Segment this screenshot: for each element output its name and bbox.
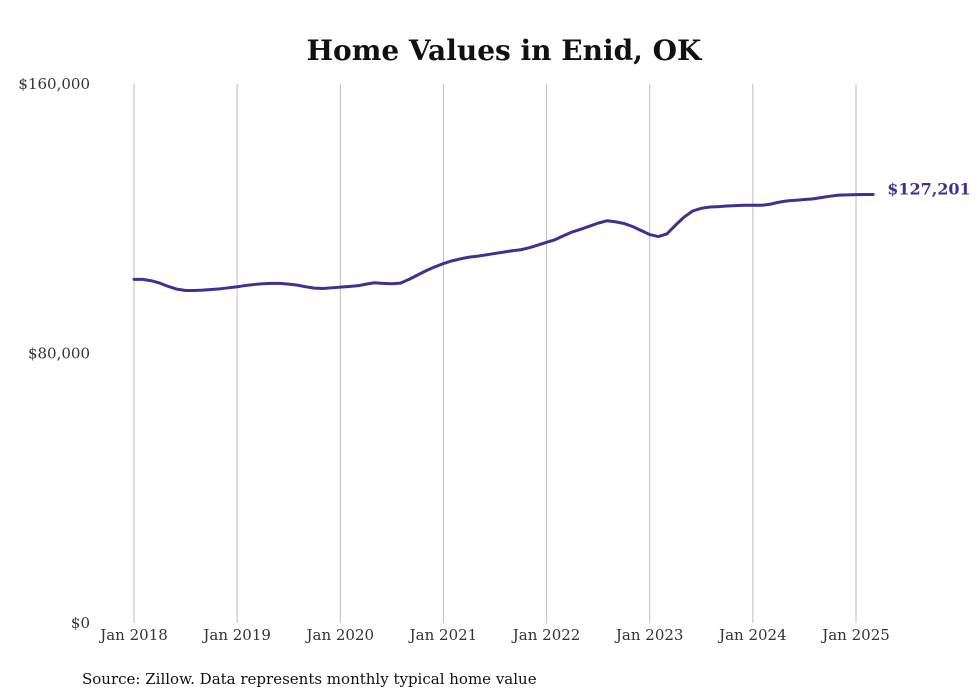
chart-title: Home Values in Enid, OK — [307, 34, 703, 67]
x-axis-ticks: Jan 2018 Jan 2019 Jan 2020 Jan 2021 Jan 2022… — [98, 626, 890, 644]
x-tick-label: Jan 2020 — [305, 626, 375, 644]
series-line-home-value — [132, 192, 875, 292]
x-tick-label: Jan 2022 — [511, 626, 581, 644]
x-tick-label: Jan 2023 — [614, 626, 684, 644]
source-note: Source: Zillow. Data represents monthly … — [82, 670, 537, 688]
y-tick-label: $80,000 — [28, 345, 90, 363]
x-tick-label: Jan 2018 — [98, 626, 168, 644]
x-tick-label: Jan 2024 — [717, 626, 787, 644]
grid-lines — [133, 84, 857, 623]
y-axis-ticks: $0 $80,000 $160,000 — [18, 75, 90, 632]
x-tick-label: Jan 2025 — [820, 626, 890, 644]
x-tick-label: Jan 2021 — [408, 626, 478, 644]
end-value-label: $127,201 — [887, 179, 971, 198]
y-tick-label: $160,000 — [18, 75, 90, 93]
y-tick-label: $0 — [71, 614, 90, 632]
x-tick-label: Jan 2019 — [201, 626, 271, 644]
